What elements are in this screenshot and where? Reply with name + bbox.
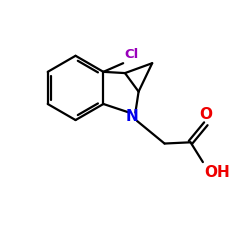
Text: O: O <box>199 107 212 122</box>
Text: N: N <box>126 109 139 124</box>
Text: OH: OH <box>204 164 230 180</box>
Text: Cl: Cl <box>124 48 139 61</box>
